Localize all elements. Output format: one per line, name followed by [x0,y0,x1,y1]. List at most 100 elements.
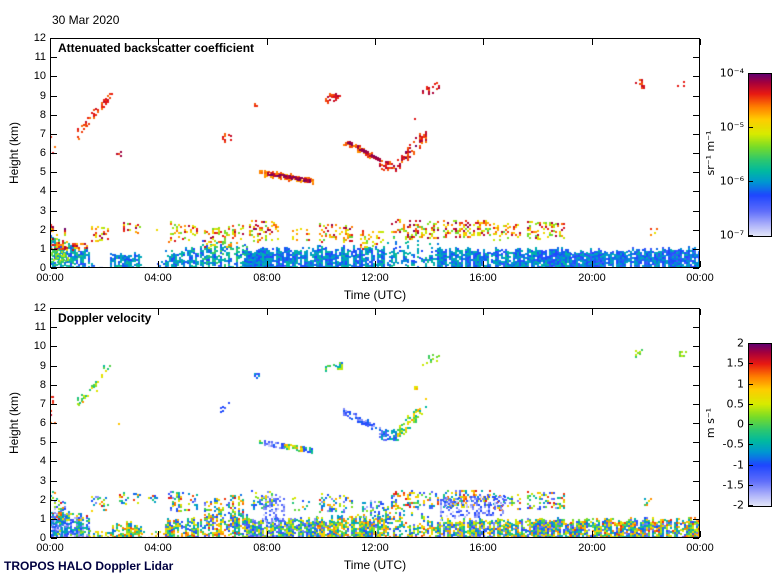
y-axis-tick-label: 10 [33,340,46,352]
y-axis-tick [693,57,699,58]
y-axis-tick-label: 11 [34,321,46,333]
y-axis-tick [51,134,57,135]
doppler-colorbar-gradient [749,344,771,506]
x-axis-tick [50,39,51,45]
colorbar-tick-label: 10⁻⁷ [719,228,744,242]
backscatter-colorbar [748,73,772,237]
y-axis-tick-label: 12 [33,302,46,314]
y-axis-tick [51,404,57,405]
x-axis-tick-label: 20:00 [578,542,606,554]
x-axis-tick [267,309,268,315]
backscatter-colorbar-gradient [749,74,771,236]
x-axis-tick [375,531,376,537]
colorbar-tick [749,235,753,236]
colorbar-tick [749,363,753,364]
y-axis-tick-label: 8 [39,109,46,121]
y-axis-tick [51,96,57,97]
y-axis-tick [51,538,57,539]
y-axis-tick [51,500,57,501]
doppler-panel: Doppler velocity [50,308,700,538]
x-axis-tick [592,531,593,537]
y-axis-tick [693,500,699,501]
y-axis-tick [693,38,699,39]
y-axis-tick [51,230,57,231]
colorbar-tick [749,485,753,486]
x-axis-tick-label: 04:00 [144,272,172,284]
x-axis-tick [50,309,51,315]
x-axis-tick [592,39,593,45]
y-axis-tick [693,519,699,520]
y-axis-tick-label: 9 [39,90,46,102]
colorbar-tick-label: 2 [737,336,744,350]
y-axis-tick-label: 12 [33,32,46,44]
x-axis-tick [375,261,376,267]
y-axis-tick [51,461,57,462]
x-axis-tick [267,261,268,267]
y-axis-tick [51,346,57,347]
y-axis-tick-label: 8 [39,379,46,391]
colorbar-tick-label: -1.5 [722,478,744,492]
x-axis-tick [592,309,593,315]
colorbar-tick-label: -2 [733,498,744,512]
x-axis-tick [375,39,376,45]
x-axis-tick [158,531,159,537]
y-axis-tick-label: 3 [39,205,46,217]
y-axis-tick [51,249,57,250]
y-axis-tick [693,481,699,482]
x-axis-tick [158,309,159,315]
doppler-heatmap-canvas [50,308,700,538]
colorbar-tick [749,384,753,385]
colorbar-tick-label: 0 [737,417,744,431]
y-axis-tick [693,172,699,173]
x-axis-tick [267,39,268,45]
backscatter-plot-frame [50,38,700,268]
colorbar-tick-label: 0.5 [726,397,745,411]
x-axis-tick [700,261,701,267]
colorbar-tick [749,73,753,74]
y-axis-tick-label: 4 [39,185,46,197]
colorbar-tick [749,181,753,182]
y-axis-tick [693,249,699,250]
backscatter-x-axis-title: Time (UTC) [343,288,407,302]
y-axis-tick [693,442,699,443]
y-axis-tick [693,366,699,367]
y-axis-tick [693,268,699,269]
x-axis-tick-label: 04:00 [144,542,172,554]
y-axis-tick [51,366,57,367]
y-axis-tick [693,461,699,462]
y-axis-tick [51,385,57,386]
x-axis-tick [50,531,51,537]
y-axis-tick-label: 5 [39,166,46,178]
y-axis-tick [51,76,57,77]
x-axis-tick [483,309,484,315]
y-axis-tick-label: 1 [39,513,46,525]
y-axis-tick-label: 7 [39,128,46,140]
y-axis-tick [51,172,57,173]
date-label: 30 Mar 2020 [52,13,120,27]
backscatter-heatmap-canvas [50,38,700,268]
y-axis-tick [51,442,57,443]
y-axis-tick [51,481,57,482]
y-axis-tick-label: 10 [33,70,46,82]
y-axis-tick [693,96,699,97]
y-axis-tick [693,404,699,405]
y-axis-tick [51,423,57,424]
y-axis-tick [51,153,57,154]
x-axis-tick [483,531,484,537]
credit-label: TROPOS HALO Doppler Lidar [4,559,174,573]
x-axis-tick [267,531,268,537]
colorbar-tick [749,465,753,466]
colorbar-tick-label: -1 [733,458,744,472]
y-axis-tick [693,385,699,386]
x-axis-tick [483,261,484,267]
y-axis-tick [51,38,57,39]
x-axis-tick-label: 00:00 [686,542,714,554]
y-axis-tick [51,327,57,328]
y-axis-tick [693,423,699,424]
doppler-colorbar [748,343,772,507]
x-axis-tick [592,261,593,267]
x-axis-tick-label: 20:00 [578,272,606,284]
x-axis-tick-label: 00:00 [686,272,714,284]
x-axis-tick-label: 16:00 [469,542,497,554]
